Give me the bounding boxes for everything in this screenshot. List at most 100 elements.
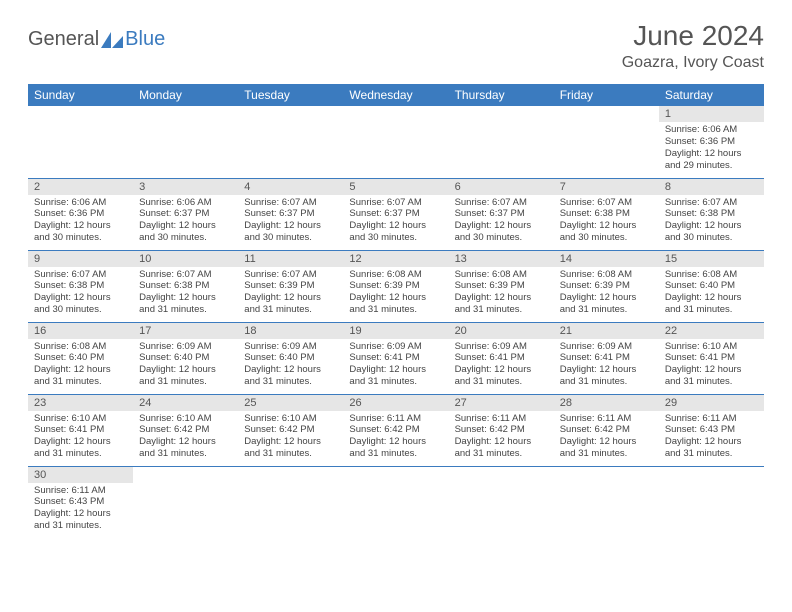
day-number: 7 — [554, 179, 659, 195]
col-tuesday: Tuesday — [238, 84, 343, 106]
month-title: June 2024 — [622, 20, 764, 52]
day-details: Sunrise: 6:11 AMSunset: 6:43 PMDaylight:… — [659, 411, 764, 465]
day-details: Sunrise: 6:08 AMSunset: 6:40 PMDaylight:… — [28, 339, 133, 393]
title-block: June 2024 Goazra, Ivory Coast — [622, 20, 764, 72]
calendar-cell: 29Sunrise: 6:11 AMSunset: 6:43 PMDayligh… — [659, 394, 764, 466]
calendar-cell: 16Sunrise: 6:08 AMSunset: 6:40 PMDayligh… — [28, 322, 133, 394]
calendar-cell: 13Sunrise: 6:08 AMSunset: 6:39 PMDayligh… — [449, 250, 554, 322]
calendar-cell: 30Sunrise: 6:11 AMSunset: 6:43 PMDayligh… — [28, 466, 133, 538]
day-details: Sunrise: 6:09 AMSunset: 6:40 PMDaylight:… — [238, 339, 343, 393]
calendar-cell: 21Sunrise: 6:09 AMSunset: 6:41 PMDayligh… — [554, 322, 659, 394]
calendar-cell: 11Sunrise: 6:07 AMSunset: 6:39 PMDayligh… — [238, 250, 343, 322]
day-number: 9 — [28, 251, 133, 267]
day-details: Sunrise: 6:09 AMSunset: 6:41 PMDaylight:… — [554, 339, 659, 393]
calendar-cell: 4Sunrise: 6:07 AMSunset: 6:37 PMDaylight… — [238, 178, 343, 250]
calendar-cell: 15Sunrise: 6:08 AMSunset: 6:40 PMDayligh… — [659, 250, 764, 322]
day-details: Sunrise: 6:07 AMSunset: 6:38 PMDaylight:… — [554, 195, 659, 249]
calendar-header-row: Sunday Monday Tuesday Wednesday Thursday… — [28, 84, 764, 106]
day-details: Sunrise: 6:07 AMSunset: 6:38 PMDaylight:… — [133, 267, 238, 321]
day-number: 30 — [28, 467, 133, 483]
day-number: 13 — [449, 251, 554, 267]
day-number: 23 — [28, 395, 133, 411]
calendar-cell-empty — [343, 466, 448, 538]
calendar-cell: 23Sunrise: 6:10 AMSunset: 6:41 PMDayligh… — [28, 394, 133, 466]
calendar-row: 30Sunrise: 6:11 AMSunset: 6:43 PMDayligh… — [28, 466, 764, 538]
calendar-cell-empty — [238, 106, 343, 178]
day-details: Sunrise: 6:06 AMSunset: 6:37 PMDaylight:… — [133, 195, 238, 249]
day-number: 11 — [238, 251, 343, 267]
day-number: 14 — [554, 251, 659, 267]
day-details: Sunrise: 6:10 AMSunset: 6:42 PMDaylight:… — [133, 411, 238, 465]
header: General Blue June 2024 Goazra, Ivory Coa… — [28, 20, 764, 72]
calendar-cell-empty — [28, 106, 133, 178]
calendar-cell: 2Sunrise: 6:06 AMSunset: 6:36 PMDaylight… — [28, 178, 133, 250]
calendar-cell-empty — [449, 106, 554, 178]
calendar-row: 16Sunrise: 6:08 AMSunset: 6:40 PMDayligh… — [28, 322, 764, 394]
day-number: 5 — [343, 179, 448, 195]
day-number: 28 — [554, 395, 659, 411]
brand-text-2: Blue — [125, 28, 165, 51]
calendar-cell: 22Sunrise: 6:10 AMSunset: 6:41 PMDayligh… — [659, 322, 764, 394]
day-number: 17 — [133, 323, 238, 339]
calendar-cell-empty — [133, 106, 238, 178]
day-number: 4 — [238, 179, 343, 195]
day-details: Sunrise: 6:11 AMSunset: 6:42 PMDaylight:… — [554, 411, 659, 465]
col-monday: Monday — [133, 84, 238, 106]
calendar-cell: 20Sunrise: 6:09 AMSunset: 6:41 PMDayligh… — [449, 322, 554, 394]
day-number: 24 — [133, 395, 238, 411]
day-details: Sunrise: 6:09 AMSunset: 6:40 PMDaylight:… — [133, 339, 238, 393]
calendar-cell: 24Sunrise: 6:10 AMSunset: 6:42 PMDayligh… — [133, 394, 238, 466]
day-details: Sunrise: 6:07 AMSunset: 6:37 PMDaylight:… — [449, 195, 554, 249]
day-details: Sunrise: 6:08 AMSunset: 6:39 PMDaylight:… — [554, 267, 659, 321]
day-details: Sunrise: 6:08 AMSunset: 6:39 PMDaylight:… — [343, 267, 448, 321]
col-saturday: Saturday — [659, 84, 764, 106]
calendar-cell-empty — [133, 466, 238, 538]
col-thursday: Thursday — [449, 84, 554, 106]
calendar-cell: 8Sunrise: 6:07 AMSunset: 6:38 PMDaylight… — [659, 178, 764, 250]
day-number: 19 — [343, 323, 448, 339]
calendar-cell: 18Sunrise: 6:09 AMSunset: 6:40 PMDayligh… — [238, 322, 343, 394]
day-details: Sunrise: 6:10 AMSunset: 6:42 PMDaylight:… — [238, 411, 343, 465]
calendar-row: 9Sunrise: 6:07 AMSunset: 6:38 PMDaylight… — [28, 250, 764, 322]
calendar-cell: 7Sunrise: 6:07 AMSunset: 6:38 PMDaylight… — [554, 178, 659, 250]
day-number: 10 — [133, 251, 238, 267]
col-sunday: Sunday — [28, 84, 133, 106]
calendar-cell: 12Sunrise: 6:08 AMSunset: 6:39 PMDayligh… — [343, 250, 448, 322]
day-details: Sunrise: 6:11 AMSunset: 6:42 PMDaylight:… — [449, 411, 554, 465]
day-number: 15 — [659, 251, 764, 267]
calendar-cell: 25Sunrise: 6:10 AMSunset: 6:42 PMDayligh… — [238, 394, 343, 466]
calendar-cell: 26Sunrise: 6:11 AMSunset: 6:42 PMDayligh… — [343, 394, 448, 466]
day-details: Sunrise: 6:06 AMSunset: 6:36 PMDaylight:… — [659, 122, 764, 176]
brand-text-1: General — [28, 28, 99, 51]
day-details: Sunrise: 6:09 AMSunset: 6:41 PMDaylight:… — [449, 339, 554, 393]
day-details: Sunrise: 6:10 AMSunset: 6:41 PMDaylight:… — [659, 339, 764, 393]
day-details: Sunrise: 6:10 AMSunset: 6:41 PMDaylight:… — [28, 411, 133, 465]
day-details: Sunrise: 6:07 AMSunset: 6:38 PMDaylight:… — [28, 267, 133, 321]
calendar-cell-empty — [449, 466, 554, 538]
col-wednesday: Wednesday — [343, 84, 448, 106]
calendar-cell-empty — [659, 466, 764, 538]
calendar-row: 1Sunrise: 6:06 AMSunset: 6:36 PMDaylight… — [28, 106, 764, 178]
calendar-cell: 27Sunrise: 6:11 AMSunset: 6:42 PMDayligh… — [449, 394, 554, 466]
day-number: 2 — [28, 179, 133, 195]
calendar-cell: 17Sunrise: 6:09 AMSunset: 6:40 PMDayligh… — [133, 322, 238, 394]
day-details: Sunrise: 6:09 AMSunset: 6:41 PMDaylight:… — [343, 339, 448, 393]
sail-icon — [101, 32, 123, 48]
calendar-cell: 9Sunrise: 6:07 AMSunset: 6:38 PMDaylight… — [28, 250, 133, 322]
day-number: 26 — [343, 395, 448, 411]
day-number: 8 — [659, 179, 764, 195]
day-number: 25 — [238, 395, 343, 411]
day-number: 18 — [238, 323, 343, 339]
day-number: 6 — [449, 179, 554, 195]
col-friday: Friday — [554, 84, 659, 106]
day-number: 16 — [28, 323, 133, 339]
calendar-cell: 6Sunrise: 6:07 AMSunset: 6:37 PMDaylight… — [449, 178, 554, 250]
calendar-body: 1Sunrise: 6:06 AMSunset: 6:36 PMDaylight… — [28, 106, 764, 538]
day-number: 22 — [659, 323, 764, 339]
day-details: Sunrise: 6:08 AMSunset: 6:39 PMDaylight:… — [449, 267, 554, 321]
calendar-table: Sunday Monday Tuesday Wednesday Thursday… — [28, 84, 764, 538]
calendar-cell-empty — [554, 466, 659, 538]
day-details: Sunrise: 6:07 AMSunset: 6:39 PMDaylight:… — [238, 267, 343, 321]
calendar-cell-empty — [554, 106, 659, 178]
calendar-cell: 10Sunrise: 6:07 AMSunset: 6:38 PMDayligh… — [133, 250, 238, 322]
